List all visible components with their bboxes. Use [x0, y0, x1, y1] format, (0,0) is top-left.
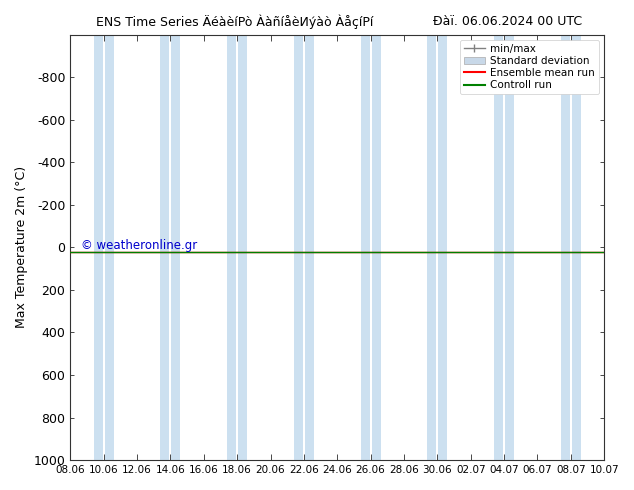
- Bar: [105, 35, 113, 460]
- Bar: [572, 35, 581, 460]
- Bar: [561, 35, 570, 460]
- Bar: [294, 35, 303, 460]
- Bar: [438, 35, 448, 460]
- Bar: [160, 35, 169, 460]
- Bar: [94, 35, 103, 460]
- Legend: min/max, Standard deviation, Ensemble mean run, Controll run: min/max, Standard deviation, Ensemble me…: [460, 40, 599, 95]
- Bar: [305, 35, 314, 460]
- Bar: [427, 35, 436, 460]
- Bar: [171, 35, 181, 460]
- Text: ENS Time Series ÄéàèíPò ÀàñíåèИýàò ÀåçíPí: ENS Time Series ÄéàèíPò ÀàñíåèИýàò ÀåçíP…: [96, 15, 373, 29]
- Text: Đàï. 06.06.2024 00 UTC: Đàï. 06.06.2024 00 UTC: [432, 15, 582, 28]
- Bar: [227, 35, 236, 460]
- Bar: [494, 35, 503, 460]
- Text: © weatheronline.gr: © weatheronline.gr: [81, 239, 197, 252]
- Y-axis label: Max Temperature 2m (°C): Max Temperature 2m (°C): [15, 166, 28, 328]
- Bar: [505, 35, 514, 460]
- Bar: [361, 35, 370, 460]
- Bar: [372, 35, 380, 460]
- Bar: [238, 35, 247, 460]
